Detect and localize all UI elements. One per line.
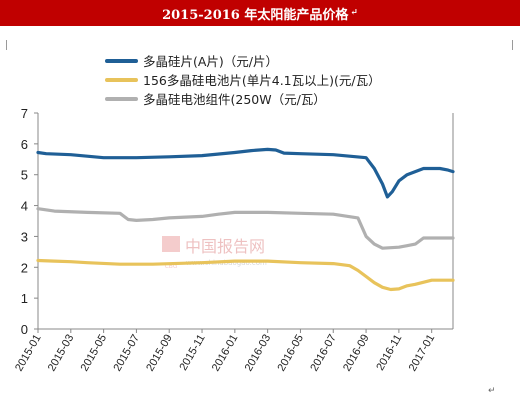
y-tick-label: 1 xyxy=(21,291,28,306)
x-tick-label: 2016-01 xyxy=(210,333,241,374)
legend-label-3: 多晶硅电池组件(250W（元/瓦） xyxy=(143,92,326,107)
y-tick-label: 0 xyxy=(21,322,28,337)
x-tick-label: 2016-03 xyxy=(243,333,274,374)
watermark-logo xyxy=(162,236,180,252)
legend-label-1: 多晶硅片(A片)（元/片） xyxy=(143,54,278,69)
legend-label-2: 156多晶硅电池片(单片4.1瓦以上)(元/瓦） xyxy=(143,73,381,88)
y-tick-label: 6 xyxy=(21,137,28,152)
series-line-1 xyxy=(36,147,455,199)
x-tick-label: 2015-11 xyxy=(177,333,207,373)
title-return-mark: ↵ xyxy=(350,8,358,18)
y-tick-label: 3 xyxy=(21,229,28,244)
x-tick-label: 2015-03 xyxy=(46,333,77,374)
watermark-text: 中国报告网 xyxy=(185,237,265,256)
frame-corner-top-right xyxy=(502,40,513,50)
page-title: 2015-2016 年太阳能产品价格 xyxy=(162,7,349,23)
watermark-logo-text: CBG xyxy=(165,263,178,270)
page-title-bar: 2015-2016 年太阳能产品价格 ↵ xyxy=(0,0,520,26)
x-tick-label: 2015-07 xyxy=(111,333,142,374)
x-tick-label: 2015-05 xyxy=(79,333,110,374)
y-tick-label: 2 xyxy=(21,260,28,275)
series-line-3 xyxy=(36,207,455,250)
x-tick-label: 2016-05 xyxy=(275,333,306,374)
chart-legend: 多晶硅片(A片)（元/片） 156多晶硅电池片(单片4.1瓦以上)(元/瓦） 多晶硅… xyxy=(105,54,381,107)
x-tick-label: 2015-09 xyxy=(144,333,175,374)
paragraph-mark: ↵ xyxy=(488,386,496,396)
chart-series xyxy=(36,147,455,292)
x-tick-label: 2016-09 xyxy=(341,333,372,374)
x-tick-label: 2017-01 xyxy=(407,333,438,374)
y-tick-label: 4 xyxy=(21,199,28,214)
x-tick-label: 2016-11 xyxy=(374,333,404,373)
frame-corner-top-left xyxy=(6,40,17,50)
x-tick-label: 2016-07 xyxy=(308,333,339,374)
x-tick-label: 2015-01 xyxy=(13,333,44,374)
y-tick-label: 5 xyxy=(21,168,28,183)
series-line-2 xyxy=(36,258,455,292)
y-tick-label: 7 xyxy=(21,106,28,121)
